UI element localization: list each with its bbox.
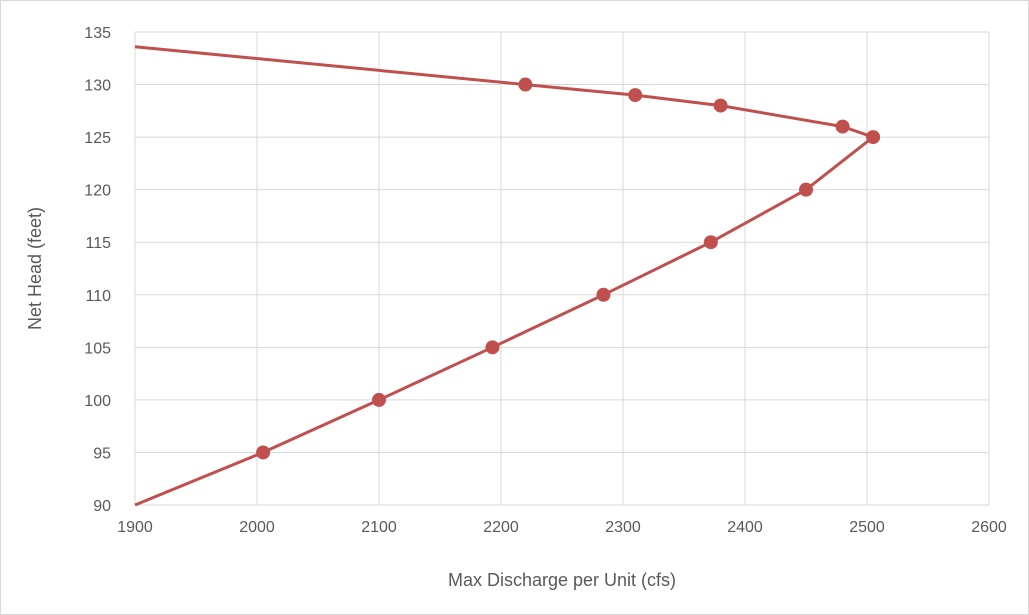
data-point — [485, 340, 500, 355]
data-point — [372, 392, 386, 407]
y-tick-label: 100 — [84, 393, 111, 410]
x-tick-label: 2400 — [727, 519, 763, 536]
data-series — [134, 45, 875, 507]
y-tick-label: 115 — [85, 235, 111, 252]
x-axis-ticks: 1900 2000 2100 2200 2300 2400 2500 2600 — [117, 519, 1007, 536]
x-tick-label: 2200 — [483, 519, 519, 536]
data-point — [256, 445, 271, 460]
y-axis-ticks: 90 95 100 105 110 115 120 125 130 135 — [84, 25, 111, 515]
x-tick-label: 2300 — [605, 519, 641, 536]
data-point — [518, 77, 533, 92]
y-tick-label: 95 — [93, 445, 111, 462]
data-point — [628, 88, 643, 103]
x-tick-label: 2100 — [361, 519, 397, 536]
data-point — [713, 98, 728, 113]
y-tick-label: 105 — [84, 340, 111, 357]
data-point — [866, 130, 881, 145]
y-tick-label: 90 — [93, 498, 111, 515]
x-tick-label: 2600 — [971, 519, 1007, 536]
data-point — [835, 119, 850, 134]
gridlines — [134, 31, 990, 506]
data-point — [703, 235, 718, 250]
y-tick-label: 125 — [84, 130, 111, 147]
y-axis-title: Net Head (feet) — [25, 207, 45, 330]
x-tick-label: 1900 — [117, 519, 153, 536]
data-point — [596, 287, 611, 302]
data-point — [799, 182, 813, 197]
x-tick-label: 2000 — [239, 519, 275, 536]
x-tick-label: 2500 — [849, 519, 885, 536]
y-tick-label: 130 — [84, 78, 111, 95]
y-tick-label: 135 — [84, 25, 111, 42]
x-axis-title: Max Discharge per Unit (cfs) — [448, 570, 676, 590]
y-tick-label: 110 — [85, 288, 111, 305]
data-markers — [256, 77, 881, 460]
y-tick-label: 120 — [84, 183, 111, 200]
series-line — [134, 45, 875, 507]
